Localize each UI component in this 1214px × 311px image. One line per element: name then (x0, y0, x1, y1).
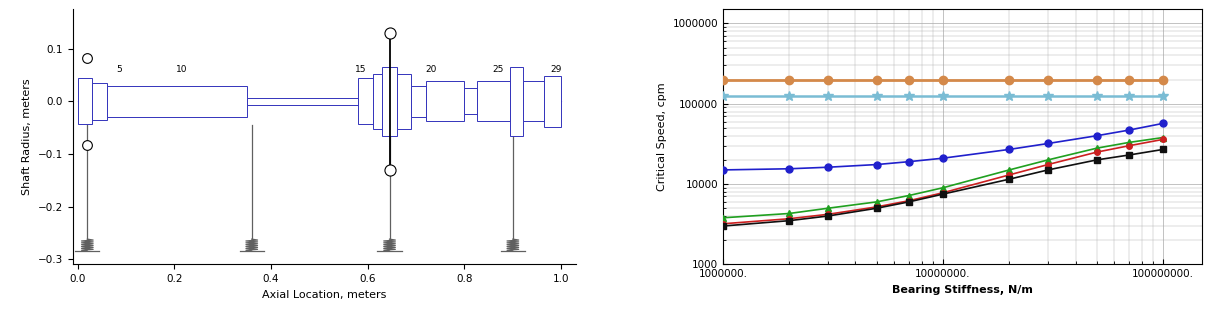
Bar (92, 83, 107, 120)
Y-axis label: Shaft Radius, meters: Shaft Radius, meters (22, 78, 33, 195)
X-axis label: Axial Location, meters: Axial Location, meters (262, 290, 386, 299)
Bar (426, 81, 465, 121)
Text: 15: 15 (354, 65, 367, 74)
Bar (382, 67, 397, 136)
Bar (78, 78, 92, 124)
Text: 29: 29 (551, 65, 562, 74)
Y-axis label: Critical Speed, cpm: Critical Speed, cpm (657, 82, 666, 191)
Bar (477, 81, 510, 121)
Text: 20: 20 (425, 65, 436, 74)
Text: 10: 10 (176, 65, 187, 74)
Bar (544, 76, 561, 127)
Bar (358, 78, 373, 124)
Bar (465, 88, 477, 114)
Text: 25: 25 (493, 65, 504, 74)
Bar (397, 74, 412, 129)
Bar (412, 86, 426, 117)
X-axis label: Bearing Stiffness, N/m: Bearing Stiffness, N/m (892, 285, 1033, 295)
Bar (246, 98, 358, 105)
Bar (373, 74, 382, 129)
Bar (510, 67, 522, 136)
Bar (522, 81, 544, 121)
Text: 5: 5 (115, 65, 121, 74)
Bar (107, 86, 246, 117)
